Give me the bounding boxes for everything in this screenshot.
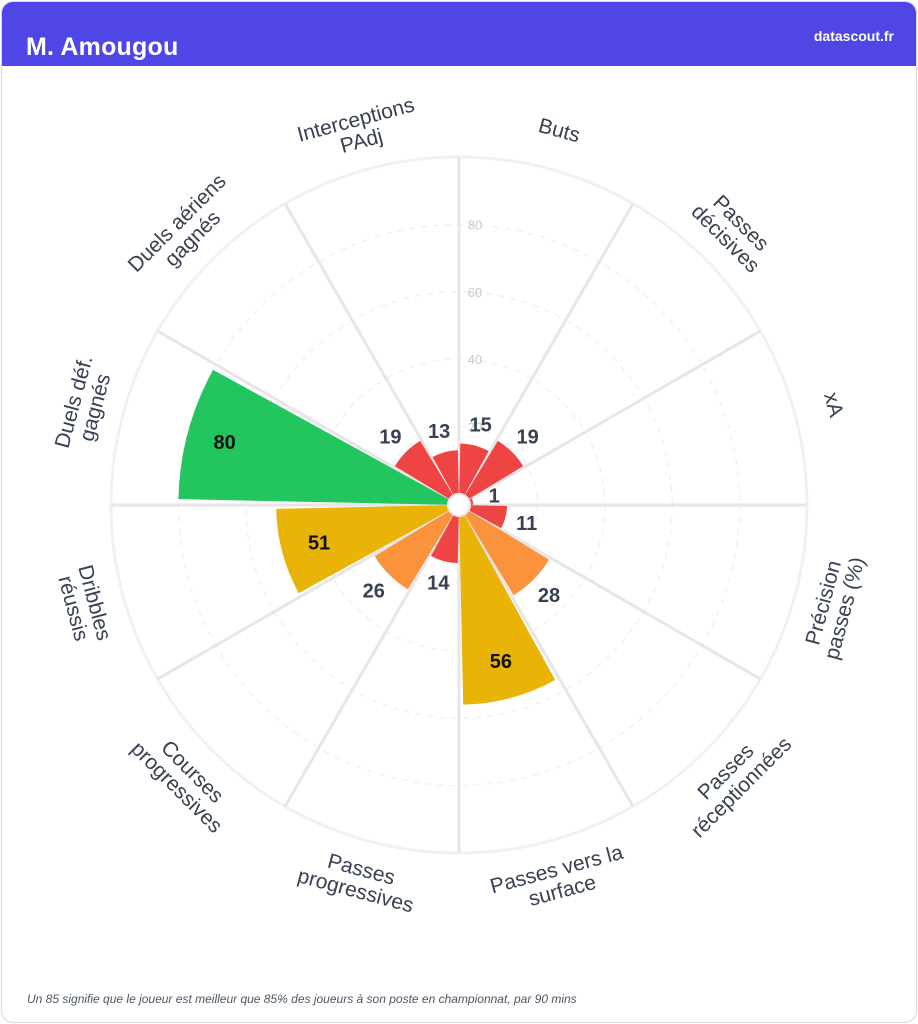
center-hole	[447, 493, 471, 517]
brand-label: datascout.fr	[813, 28, 894, 44]
category-label: xA	[819, 390, 848, 420]
spoke-line	[156, 329, 451, 501]
value-label: 13	[428, 421, 450, 443]
value-label: 14	[427, 572, 450, 594]
bar-0	[459, 443, 489, 495]
spoke-line	[283, 202, 455, 497]
bar-7	[374, 511, 453, 590]
value-label: 28	[538, 585, 560, 607]
bar-3	[469, 505, 508, 529]
value-label: 80	[214, 432, 236, 454]
player-name: M. Amougou	[26, 33, 179, 61]
header-bar: M. Amougou datascout.fr	[2, 2, 916, 66]
tick-label: 60	[468, 285, 482, 300]
value-label: 51	[308, 532, 330, 554]
bar-1	[465, 440, 524, 499]
bars-layer	[178, 369, 556, 705]
category-label-line: xA	[819, 390, 848, 420]
category-label: Duels déf.gagnés	[51, 353, 116, 450]
spoke-line	[467, 329, 762, 501]
grid-layer: 20 40 60 80	[109, 155, 809, 855]
value-label: 15	[469, 414, 491, 436]
tick-label: 20	[468, 420, 482, 435]
bar-5	[459, 515, 556, 705]
value-label: 19	[379, 426, 401, 448]
bar-9	[178, 369, 449, 505]
value-label: 56	[490, 651, 512, 673]
spoke-line	[463, 202, 635, 497]
bar-10	[394, 440, 453, 499]
tick-label: 40	[468, 352, 482, 367]
bar-8	[276, 505, 449, 594]
bar-2	[469, 498, 474, 505]
category-label: Buts	[536, 114, 583, 147]
bar-4	[465, 511, 550, 596]
spoke-line	[467, 509, 762, 681]
value-label: 19	[516, 426, 538, 448]
value-label: 1	[489, 486, 500, 508]
bar-11	[432, 450, 459, 495]
spoke-line	[463, 513, 635, 808]
tick-label: 80	[468, 217, 482, 232]
value-label: 26	[363, 580, 385, 602]
value-label: 11	[516, 513, 537, 535]
footnote: Un 85 signifie que le joueur est meilleu…	[27, 992, 577, 1006]
category-label-line: Buts	[536, 114, 583, 147]
spoke-line	[156, 509, 451, 681]
bar-6	[430, 515, 459, 564]
spoke-line	[283, 513, 455, 808]
